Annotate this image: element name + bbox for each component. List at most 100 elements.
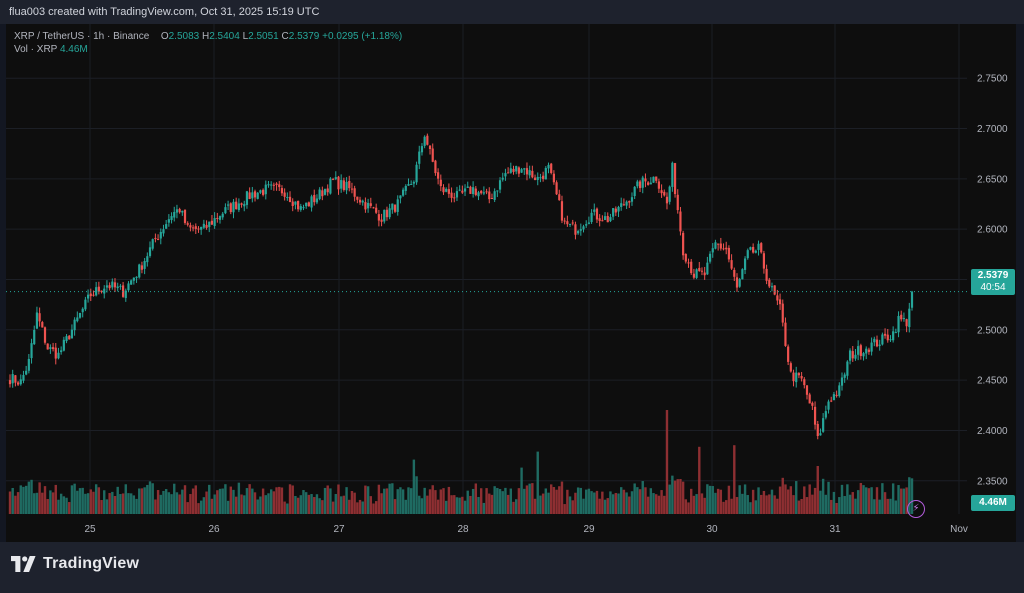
volume-bar [711,486,714,514]
candle-body [630,197,634,202]
candle-body [660,190,663,194]
candle-body [520,169,523,173]
candle-body [445,188,448,192]
candle-body [181,210,184,213]
candle-body [671,162,674,187]
candle-body [243,204,246,207]
volume-bar [232,489,235,514]
candle-body [286,196,289,198]
volume-bar [455,497,459,514]
volume-bar [708,485,712,514]
volume-bar [856,490,860,514]
candle-body [690,261,693,274]
candle-body [657,181,661,189]
volume-bar [620,487,623,514]
candle-body [883,333,887,336]
candle-body [299,206,302,210]
candle-body [213,218,216,227]
candle-body [434,160,437,174]
candle-body [550,163,553,173]
candle-body [714,242,717,249]
volume-bar [234,496,238,514]
volume-bar [302,490,305,514]
volume-bar [778,486,782,514]
x-tick-label: 29 [583,524,595,535]
candle-body [606,215,609,223]
volume-bar [164,489,168,514]
candle-body [625,201,628,206]
volume-bar [900,488,903,514]
candle-body [337,176,340,190]
candle-body [165,224,168,229]
candle-body [191,227,195,229]
candle-body [332,179,335,181]
volume-bar [488,493,491,514]
volume-bar [46,499,49,514]
candle-body [162,229,165,234]
brand-name: TradingView [43,555,140,572]
volume-bar [264,495,267,514]
volume-bar [603,499,607,514]
candle-body [638,181,642,189]
candle-body [512,168,515,172]
volume-bar [665,410,669,514]
volume-bar [633,483,636,514]
volume-bar [339,496,343,514]
volume-bar [563,504,566,514]
candle-body [832,394,836,401]
candle-body [135,276,138,278]
volume-bar [240,494,243,514]
volume-bar [741,493,744,514]
volume-bar [76,490,79,514]
volume-bar [531,483,534,514]
candle-body [240,203,243,205]
candle-body [364,202,367,210]
tradingview-logo-icon [11,556,36,572]
volume-bar [8,491,12,514]
candle-body [873,338,876,343]
volume-bar [358,499,362,514]
candle-body [652,176,655,183]
volume-bar [167,492,171,514]
candle-body [717,243,720,245]
candle-body [259,190,262,193]
volume-bar [248,484,251,514]
candle-body [140,265,144,270]
volume-bar [560,481,564,514]
candle-body [848,350,852,361]
candle-body [280,188,284,194]
candlestick-chart[interactable]: 2.35002.40002.45002.50002.55002.60002.65… [6,24,1016,542]
volume-bar [138,488,141,514]
candle-body [353,188,356,197]
legend-symbol: XRP / TetherUS · 1h · Binance [14,31,150,42]
candle-body [813,406,817,425]
candle-body [455,191,459,198]
volume-bar [846,484,849,514]
volume-bar [342,495,346,514]
candle-body [525,168,529,175]
volume-bar [668,484,671,514]
volume-bar [743,484,747,514]
volume-bar [181,489,184,514]
lightning-icon[interactable]: ⚡ [907,500,925,518]
volume-bar [638,489,642,514]
brand[interactable]: TradingView [11,555,139,573]
volume-bar [321,500,324,514]
candle-body [173,212,176,218]
volume-bar [337,484,340,514]
chart-panel[interactable]: 2.35002.40002.45002.50002.55002.60002.65… [6,24,1016,542]
candle-body [111,281,114,288]
volume-bar [725,500,728,514]
volume-bar [113,495,117,514]
candle-body [372,207,375,209]
candle-body [138,264,141,278]
candle-body [474,188,477,195]
volume-bar [396,489,399,514]
candle-body [348,180,351,189]
candle-body [760,243,763,253]
volume-bar [539,495,542,514]
candle-body [840,377,844,386]
candle-body [722,248,725,250]
volume-bar [657,495,661,514]
volume-bar [523,488,526,514]
